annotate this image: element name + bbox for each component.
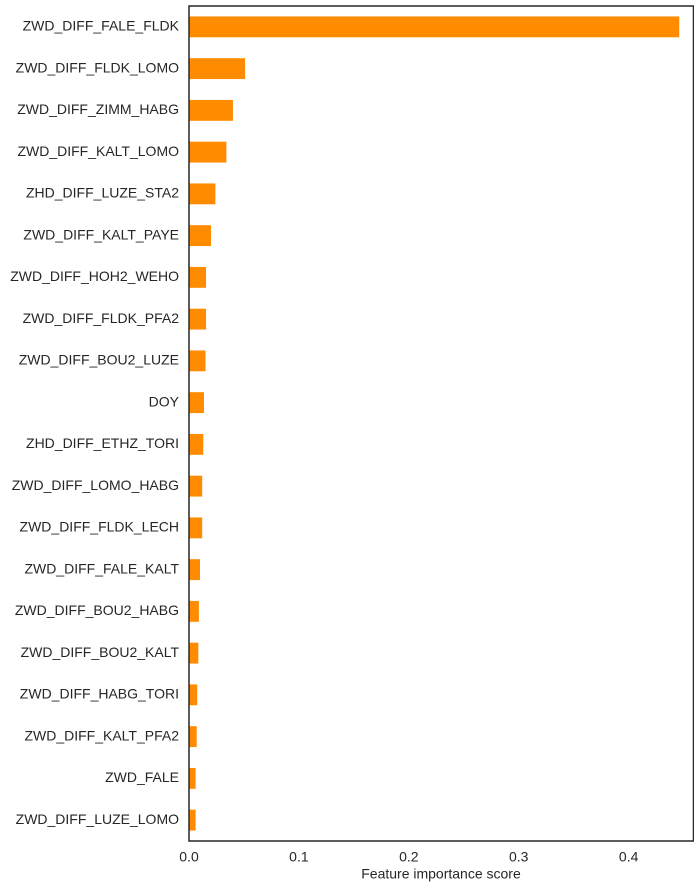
bar — [189, 559, 200, 581]
bar — [189, 475, 203, 497]
bar — [189, 225, 211, 247]
y-tick-label: DOY — [149, 393, 180, 409]
x-tick-label: 0.2 — [399, 849, 419, 865]
x-axis-label: Feature importance score — [361, 866, 521, 882]
y-tick-label: ZWD_DIFF_FALE_FLDK — [23, 18, 180, 34]
y-tick-label: ZHD_DIFF_ETHZ_TORI — [26, 435, 179, 451]
bar — [189, 58, 246, 80]
y-tick-label: ZWD_DIFF_FLDK_LOMO — [16, 59, 179, 75]
y-tick-label: ZWD_DIFF_FLDK_LECH — [20, 519, 179, 535]
bar — [189, 433, 204, 455]
bar — [189, 16, 680, 38]
bar — [189, 99, 233, 121]
bar — [189, 726, 197, 748]
y-tick-label: ZWD_DIFF_LUZE_LOMO — [16, 811, 179, 827]
axes-frame — [188, 5, 694, 842]
y-tick-label: ZWD_DIFF_HOH2_WEHO — [10, 268, 179, 284]
bar — [189, 183, 216, 205]
bar — [189, 684, 198, 706]
y-tick-label: ZWD_DIFF_FALE_KALT — [24, 560, 179, 576]
y-tick-label: ZWD_DIFF_BOU2_LUZE — [19, 352, 179, 368]
x-tick-label: 0.0 — [179, 849, 199, 865]
bar — [189, 642, 199, 664]
bar — [189, 517, 203, 539]
y-tick-label: ZWD_DIFF_KALT_LOMO — [17, 143, 179, 159]
y-tick-label: ZWD_DIFF_KALT_PAYE — [23, 226, 179, 242]
bar — [189, 392, 204, 414]
y-tick-label: ZHD_DIFF_LUZE_STA2 — [26, 185, 179, 201]
bar — [189, 266, 207, 288]
bar — [189, 308, 207, 330]
x-tick-label: 0.4 — [619, 849, 639, 865]
bar — [189, 809, 196, 831]
bar — [189, 350, 206, 372]
bar — [189, 600, 199, 622]
y-tick-label: ZWD_DIFF_ZIMM_HABG — [17, 101, 179, 117]
y-tick-label: ZWD_DIFF_FLDK_PFA2 — [23, 310, 180, 326]
x-tick-label: 0.3 — [509, 849, 529, 865]
y-tick-label: ZWD_DIFF_HABG_TORI — [20, 686, 179, 702]
bar — [189, 141, 227, 163]
y-tick-label: ZWD_DIFF_KALT_PFA2 — [24, 727, 179, 743]
y-tick-label: ZWD_DIFF_LOMO_HABG — [12, 477, 179, 493]
y-tick-label: ZWD_DIFF_BOU2_HABG — [15, 602, 179, 618]
y-tick-label: ZWD_FALE — [105, 769, 179, 785]
bar — [189, 767, 196, 789]
y-tick-label: ZWD_DIFF_BOU2_KALT — [21, 644, 180, 660]
x-tick-label: 0.1 — [289, 849, 309, 865]
